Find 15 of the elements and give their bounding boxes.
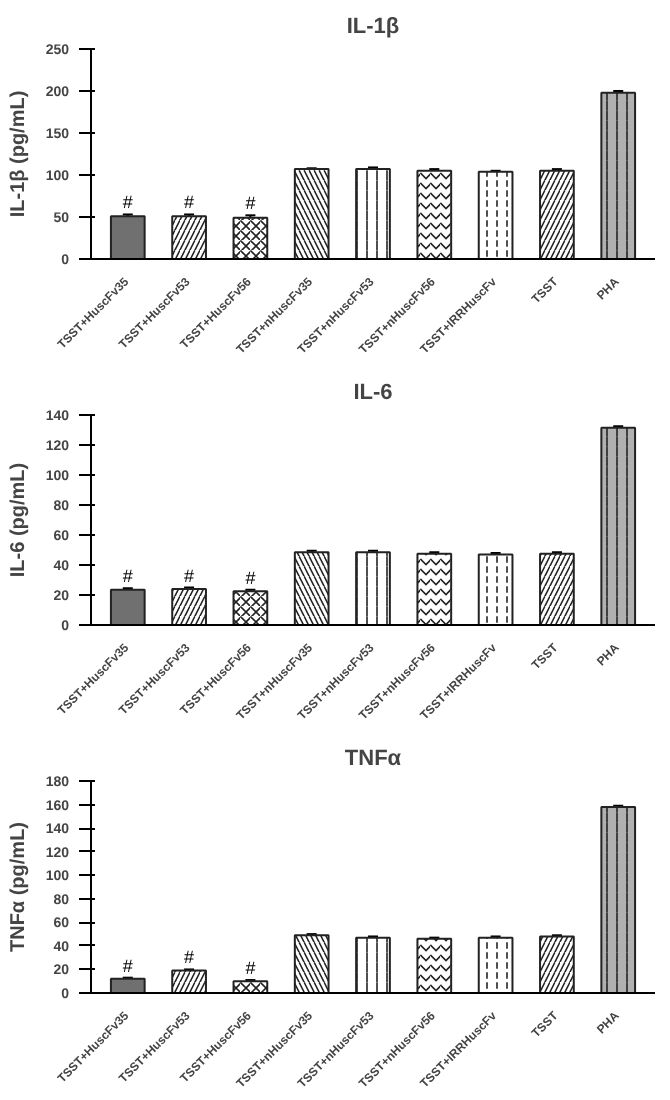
chart-title: IL-6 [353,381,393,405]
chart-title: TNFα [344,747,402,771]
y-axis-title: IL-1β (pg/mL) [7,90,30,218]
annotation: # [245,567,256,588]
annotation: # [122,192,133,213]
annotation: # [184,947,195,968]
chart-title: IL-1β [346,15,400,39]
annotation: # [122,566,133,587]
annotation: # [184,565,195,586]
annotation: # [122,955,133,976]
annotation: # [245,193,256,214]
annotation: # [245,958,256,979]
annotation: # [184,192,195,213]
y-axis-title: IL-6 (pg/mL) [7,462,30,578]
y-axis-title: TNFα (pg/mL) [7,821,30,953]
